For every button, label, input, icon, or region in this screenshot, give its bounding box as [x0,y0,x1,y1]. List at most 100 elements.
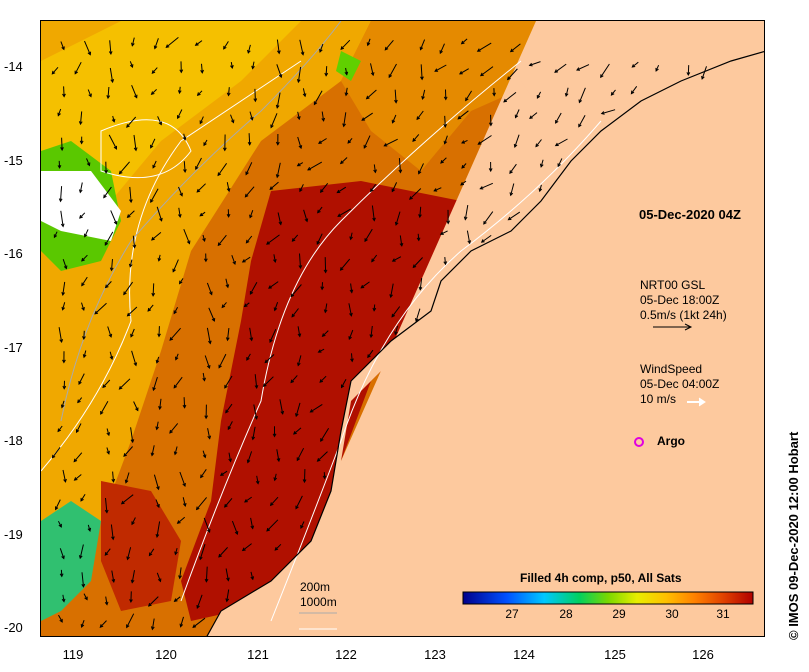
current-vector [483,211,494,225]
current-vector-head [218,553,222,558]
current-vector [74,61,82,74]
sst-green-speck [336,51,361,81]
current-vector-head [178,214,182,219]
current-vector-head [207,435,212,440]
current-vector-head [63,265,68,270]
current-vector [225,278,229,288]
wind-legend-line3: 10 m/s [640,392,677,406]
current-vector-head [221,304,226,309]
current-vector [174,596,181,602]
current-vector-head [460,40,465,45]
current-vector [536,91,542,99]
current-vector [277,212,282,225]
current-vector [151,445,155,456]
land-north [521,21,764,131]
current-vector [701,66,707,80]
current-vector [174,547,178,555]
current-vector-head [104,601,109,606]
current-vector-head [439,50,443,55]
current-vector [230,114,234,123]
current-vector-head [479,186,484,190]
current-vector [231,520,238,535]
current-vector-head [249,337,254,342]
current-vector-head [443,261,448,266]
current-vector [55,499,61,510]
current-vector-head [225,284,230,289]
current-vector [276,64,282,78]
current-vector-head [179,69,184,74]
current-vector-head [58,198,63,203]
current-vector-head [398,169,403,174]
current-vector-head [366,42,371,47]
current-vector [268,281,279,289]
current-vector-head [60,404,65,409]
current-vector-head [150,452,155,457]
current-vector-head [165,44,170,48]
current-vector [273,254,276,263]
current-vector [297,326,301,337]
current-vector [250,571,254,580]
current-vector-head [364,238,368,243]
current-vector [217,163,228,176]
current-vector-head [109,267,114,272]
current-vector-head [384,46,389,51]
current-vector [444,135,448,144]
current-vector-head [217,242,222,247]
current-vector-head [57,164,62,169]
current-vector [529,112,538,119]
current-vector-head [130,579,135,584]
current-vector [178,186,183,196]
current-vector [131,350,137,366]
current-vector-head [369,334,374,339]
current-vector [73,452,83,462]
current-vector [152,160,157,169]
current-vector-head [273,259,277,264]
current-vector-head [158,406,162,411]
current-vector [83,350,87,358]
current-vector [412,257,423,268]
current-vector-head [100,411,104,415]
current-vector [81,302,85,311]
current-vector [565,87,569,97]
current-vector-head [461,140,466,144]
current-vector [111,570,115,583]
current-vector [110,524,114,540]
current-vector-head [209,291,213,296]
current-vector-head [296,116,301,121]
current-vector [77,397,83,403]
current-vector-head [104,509,109,514]
current-vector-head [150,626,155,631]
current-vector-head [226,188,231,193]
current-vector-head [55,506,59,511]
current-vector-head [298,265,303,270]
current-vector-head [360,284,365,289]
current-vector [388,63,397,78]
x-tick-121: 121 [247,647,269,662]
current-vector-head [79,140,84,145]
current-vector [205,566,208,582]
current-vector [296,447,305,461]
current-vector [297,355,302,366]
current-vector-head [199,120,203,125]
current-vector [99,620,107,628]
current-vector-head [135,407,139,412]
current-vector [348,329,354,340]
current-vector-head [276,458,281,463]
current-vector [133,134,137,151]
current-vector-head [82,354,87,359]
current-vector [51,66,59,75]
current-vector-head [253,98,258,103]
current-vector-head [169,429,173,434]
current-vector [340,39,351,50]
current-vector [371,254,378,262]
current-vector-head [88,93,92,98]
current-vector [539,184,542,192]
current-vector [154,38,159,49]
current-vector [86,158,90,166]
current-vector [227,421,233,430]
current-vector [224,497,233,508]
current-vector [208,307,215,322]
current-vector [246,235,253,244]
y-tick-19: -19 [4,527,23,542]
current-vector-head [182,404,187,409]
